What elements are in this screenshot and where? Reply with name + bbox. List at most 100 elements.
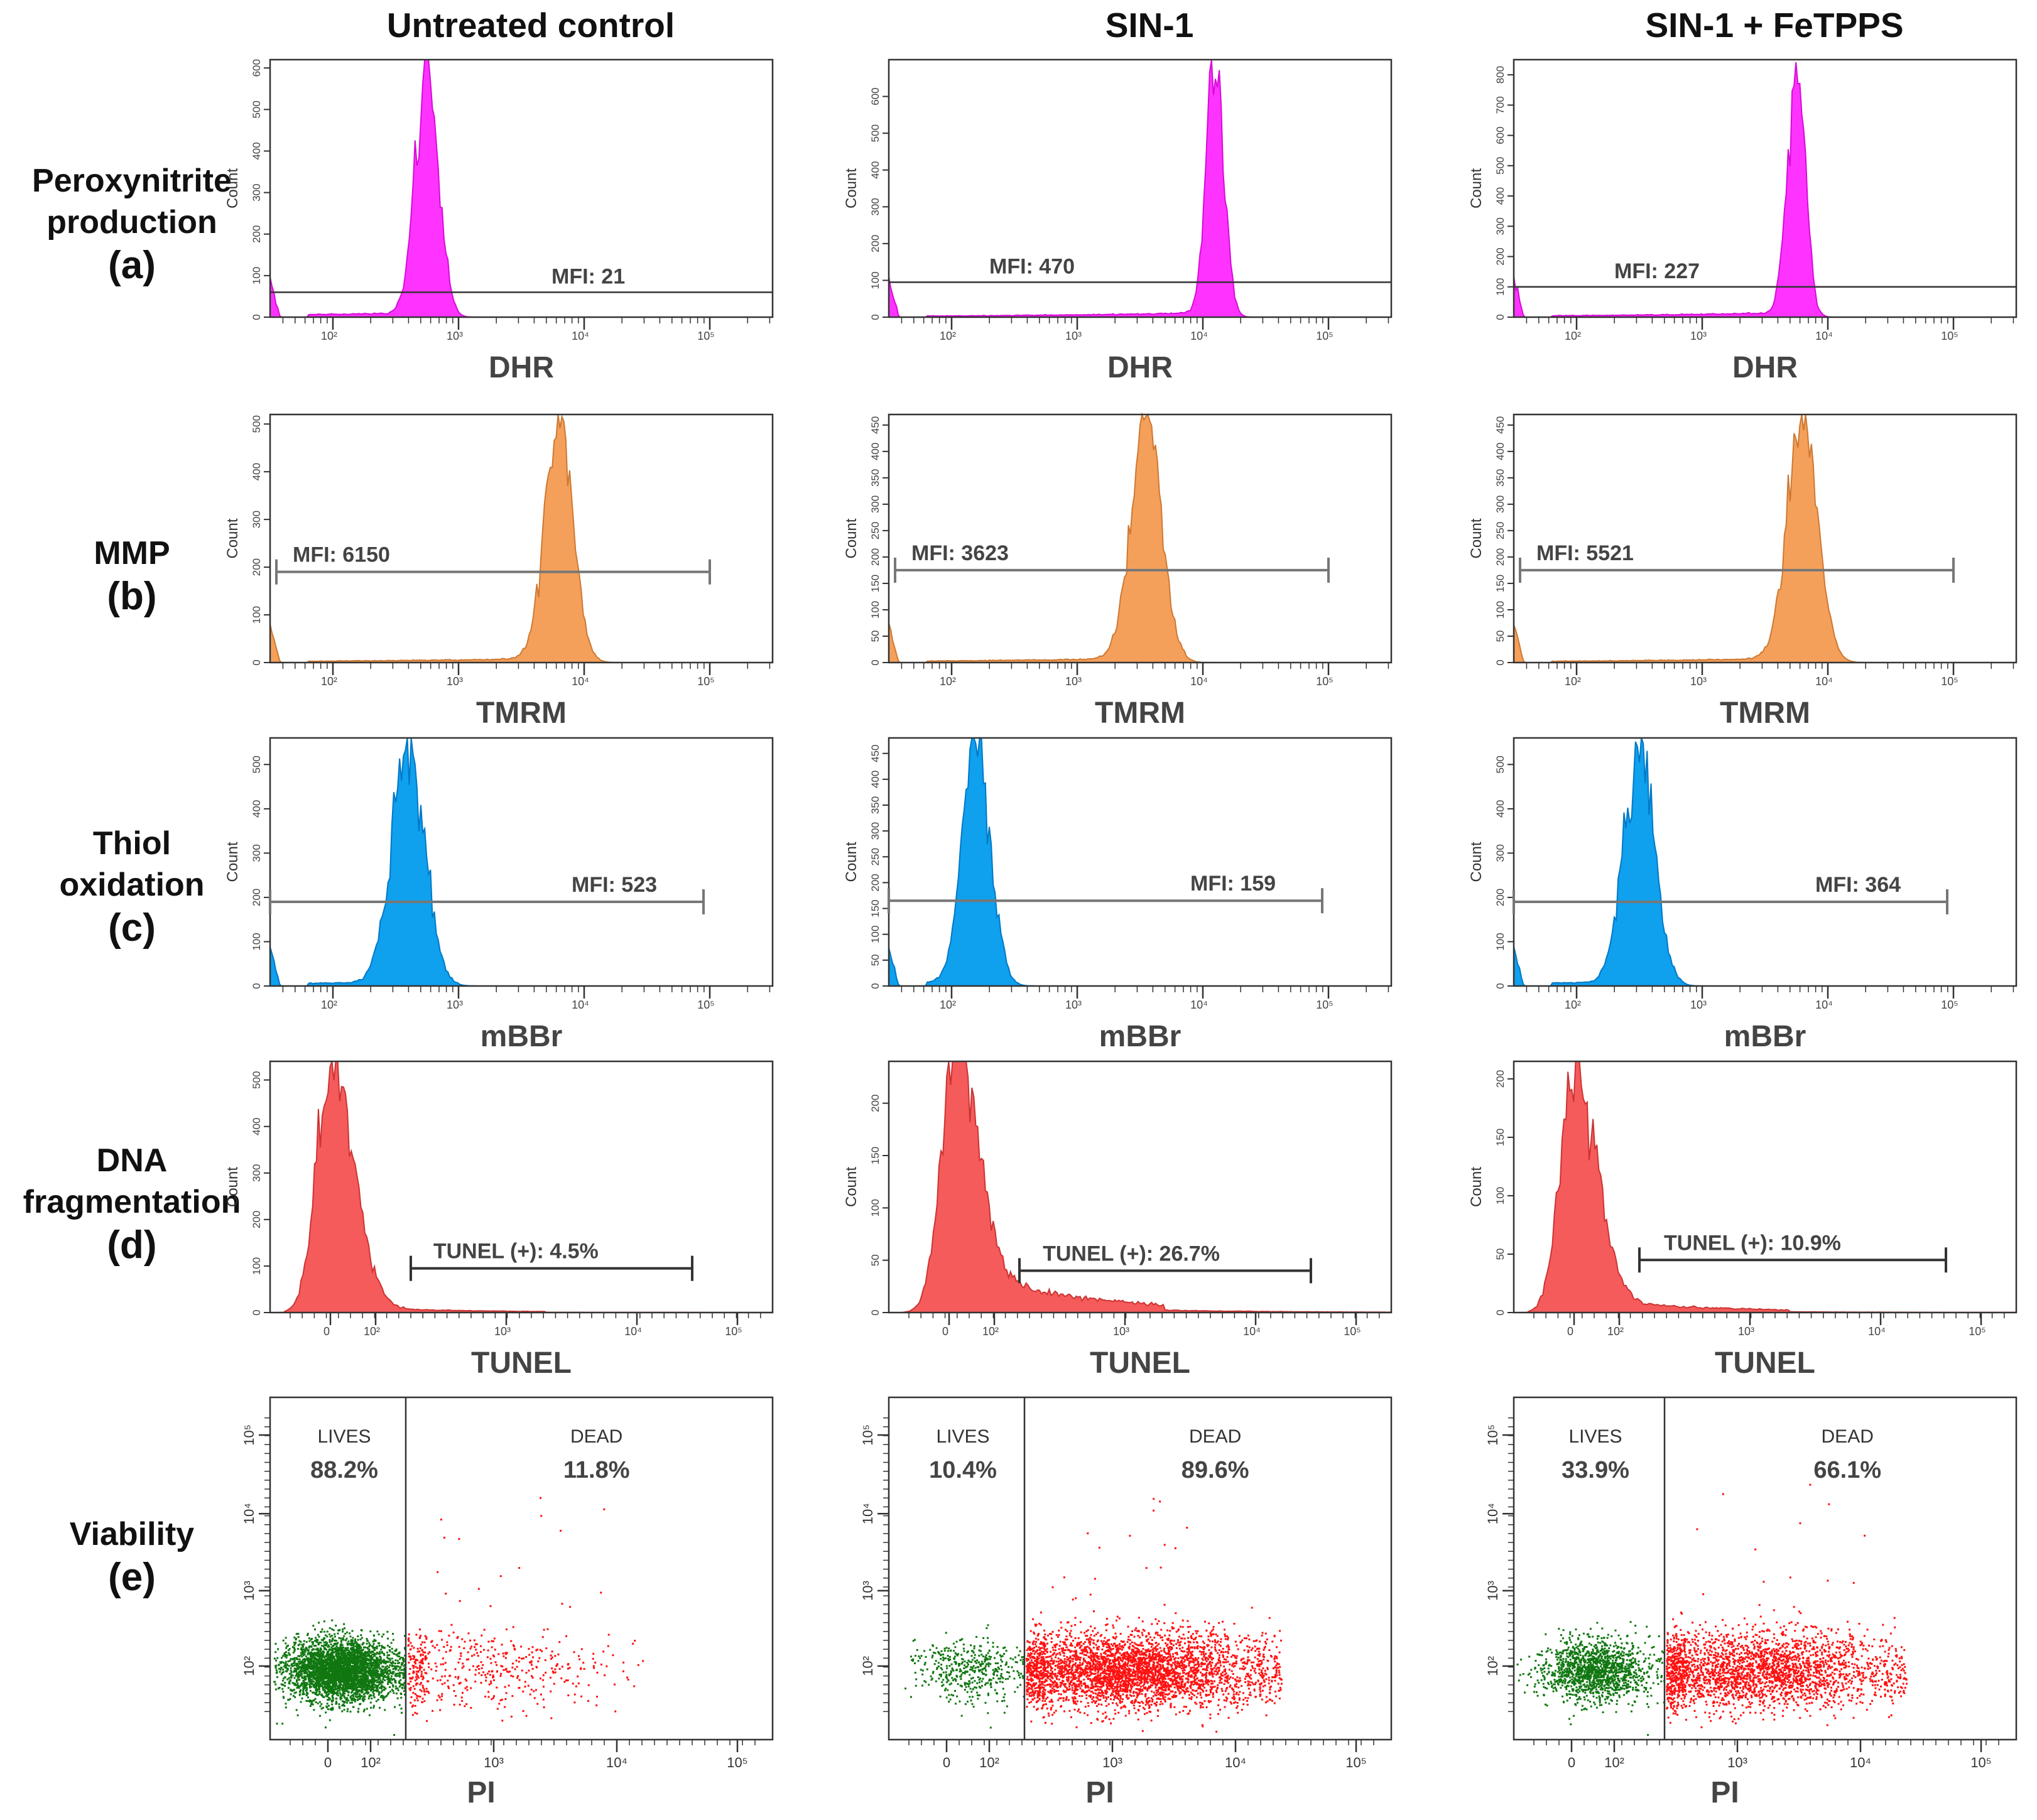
- live-event-dot: [294, 1642, 296, 1645]
- live-event-dot: [372, 1681, 374, 1682]
- live-event-dot: [312, 1691, 315, 1694]
- live-event-dot: [377, 1670, 379, 1672]
- live-event-dot: [400, 1708, 403, 1710]
- live-event-dot: [325, 1683, 327, 1686]
- live-event-dot: [281, 1684, 284, 1686]
- live-event-dot: [301, 1677, 303, 1679]
- live-event-dot: [338, 1681, 340, 1684]
- live-event-dot: [357, 1689, 359, 1691]
- dead-event-dot: [425, 1657, 428, 1659]
- dead-event-dot: [423, 1641, 426, 1644]
- live-event-dot: [339, 1671, 342, 1674]
- live-event-dot: [356, 1684, 357, 1687]
- live-event-dot: [350, 1640, 353, 1642]
- live-event-dot: [303, 1685, 305, 1687]
- live-event-dot: [344, 1652, 346, 1654]
- live-event-dot: [290, 1669, 292, 1672]
- live-event-dot: [357, 1657, 360, 1659]
- dead-event-dot: [525, 1655, 528, 1658]
- live-event-dot: [341, 1662, 344, 1664]
- live-event-dot: [314, 1678, 317, 1681]
- live-event-dot: [347, 1669, 350, 1672]
- dead-event-dot: [513, 1645, 515, 1647]
- dead-events: [407, 1623, 644, 1722]
- live-event-dot: [401, 1687, 404, 1689]
- live-event-dot: [361, 1681, 364, 1683]
- dead-event-dot: [637, 1664, 639, 1666]
- live-event-dot: [335, 1625, 337, 1627]
- live-event-dot: [367, 1659, 369, 1660]
- y-tick-label: 300: [869, 822, 881, 840]
- dead-event-dot: [579, 1658, 581, 1660]
- live-event-dot: [320, 1674, 323, 1677]
- live-event-dot: [403, 1690, 405, 1693]
- live-event-dot: [311, 1673, 313, 1676]
- dead-event-dot: [412, 1685, 415, 1687]
- live-event-dot: [349, 1701, 352, 1704]
- live-event-dot: [354, 1669, 356, 1672]
- y-axis-label: Count: [224, 518, 241, 558]
- live-event-dot: [334, 1633, 336, 1635]
- live-event-dot: [309, 1671, 312, 1674]
- live-event-dot: [342, 1693, 344, 1696]
- live-event-dot: [352, 1678, 354, 1681]
- live-event-dot: [296, 1674, 299, 1676]
- live-event-dot: [337, 1651, 340, 1654]
- live-event-dot: [365, 1667, 367, 1669]
- row-label-b: MMP (b): [0, 533, 264, 619]
- dead-event-dot: [420, 1690, 423, 1693]
- dead-event-dot: [518, 1657, 521, 1659]
- live-event-dot: [300, 1689, 302, 1691]
- live-event-dot: [403, 1686, 406, 1688]
- live-event-dot: [340, 1643, 343, 1645]
- dead-event-dot: [504, 1686, 506, 1688]
- x-tick-label: 10⁵: [697, 675, 714, 688]
- live-event-dot: [401, 1669, 404, 1671]
- dead-event-dot: [491, 1640, 493, 1642]
- live-event-dot: [395, 1673, 398, 1675]
- live-event-dot: [331, 1703, 334, 1706]
- dead-event-dot: [413, 1699, 416, 1701]
- live-event-dot: [361, 1662, 364, 1664]
- live-event-dot: [362, 1710, 365, 1713]
- live-event-dot: [351, 1659, 354, 1661]
- plot-frame: [269, 737, 774, 987]
- dead-event-dot: [521, 1669, 523, 1672]
- live-event-dot: [293, 1664, 296, 1667]
- live-event-dot: [337, 1690, 339, 1693]
- live-event-dot: [367, 1675, 369, 1677]
- dead-event-dot: [463, 1647, 465, 1649]
- y-axis-label: Count: [224, 168, 241, 209]
- live-event-dot: [308, 1645, 310, 1648]
- live-event-dot: [356, 1650, 358, 1653]
- y-tick-label: 400: [1494, 443, 1506, 460]
- live-event-dot: [287, 1644, 290, 1647]
- live-event-dot: [379, 1650, 381, 1653]
- live-event-dot: [296, 1679, 298, 1681]
- live-event-dot: [326, 1630, 329, 1633]
- dead-event-dot: [410, 1642, 412, 1644]
- live-event-dot: [338, 1675, 340, 1677]
- live-event-dot: [327, 1699, 329, 1701]
- live-event-dot: [354, 1698, 357, 1701]
- live-event-dot: [339, 1697, 342, 1699]
- live-event-dot: [357, 1686, 360, 1688]
- y-tick-label: 100: [1494, 278, 1506, 296]
- live-event-dot: [350, 1639, 353, 1642]
- dead-event-dot: [420, 1666, 423, 1669]
- live-event-dot: [323, 1668, 325, 1671]
- live-event-dot: [359, 1647, 362, 1650]
- live-event-dot: [332, 1693, 334, 1696]
- live-event-dot: [306, 1657, 308, 1660]
- dead-event-dot: [606, 1665, 608, 1667]
- x-tick-label: 0: [942, 1325, 948, 1338]
- plot-frame: [269, 1060, 774, 1314]
- live-event-dot: [320, 1708, 323, 1710]
- live-event-dot: [290, 1676, 292, 1679]
- live-event-dot: [376, 1645, 378, 1648]
- panel-a-1: 0 100 200 300 400 500 600 Count 10² 10³ 10⁴ 10⁵ DHR M…: [207, 46, 798, 393]
- live-event-dot: [285, 1666, 287, 1668]
